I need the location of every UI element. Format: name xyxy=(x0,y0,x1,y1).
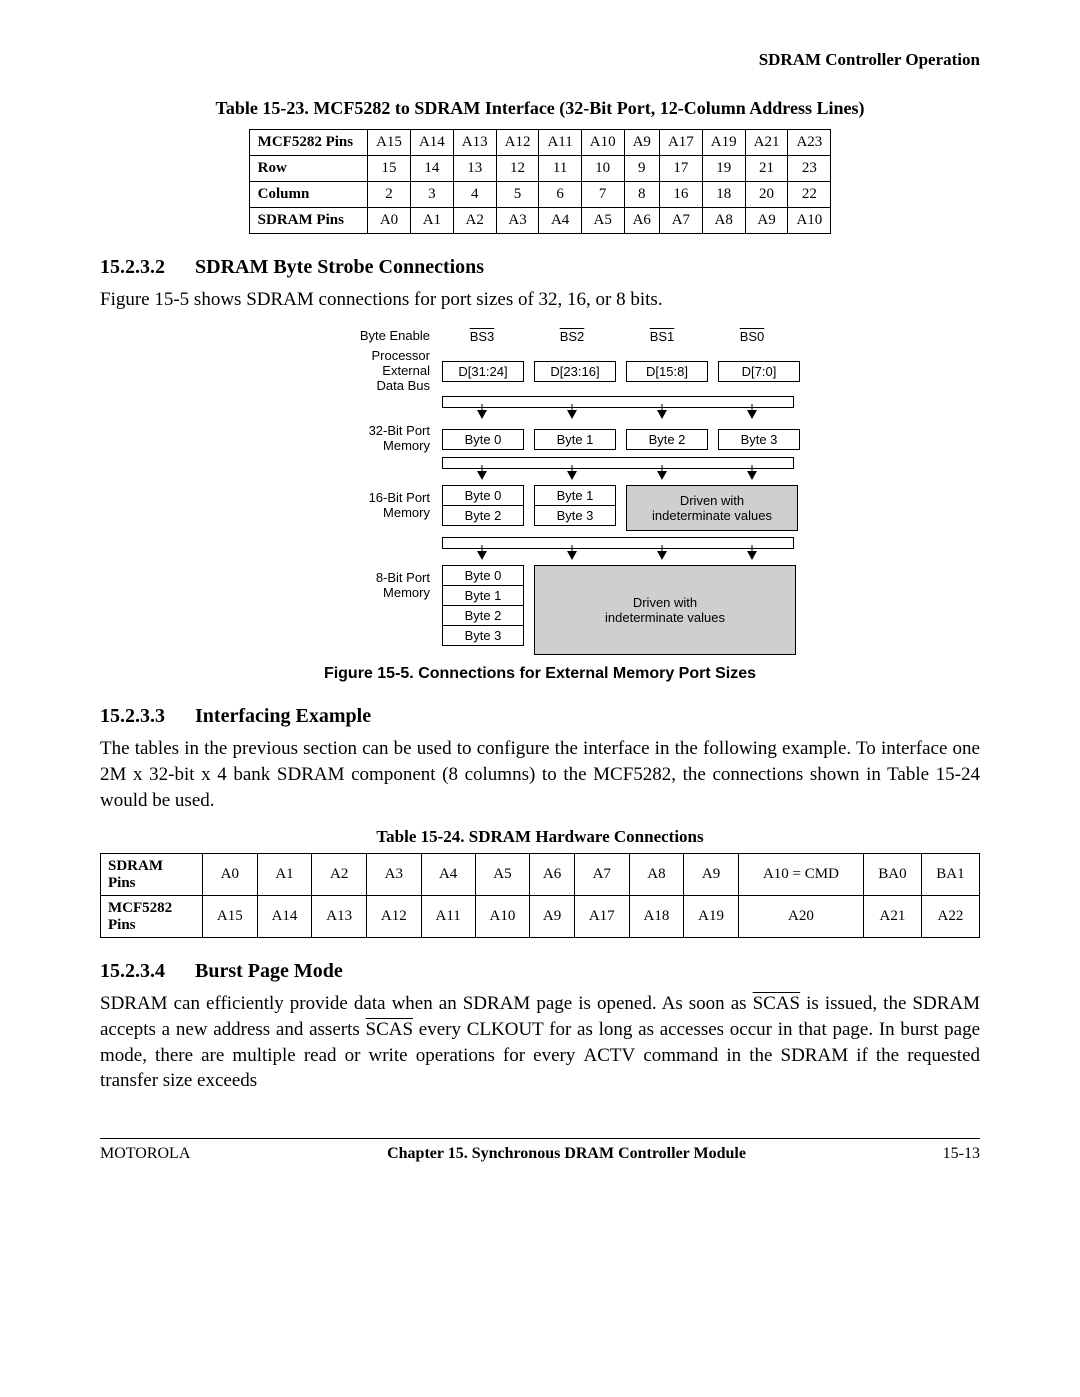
connector-bar xyxy=(442,396,794,408)
section-15-2-3-3-heading: 15.2.3.3 Interfacing Example xyxy=(100,705,980,728)
byte-box: Byte 2 xyxy=(626,429,708,450)
section-15-2-3-2-heading: 15.2.3.2 SDRAM Byte Strobe Connections xyxy=(100,256,980,279)
arrow-row xyxy=(442,551,820,565)
down-arrow-icon xyxy=(622,410,702,424)
data-bus-label: Processor External Data Bus xyxy=(260,349,442,394)
bs1-label: BS1 xyxy=(622,327,702,346)
table-row: MCF5282 Pins A15 A14 A13 A12 A11 A10 A9 … xyxy=(101,896,980,938)
down-arrow-icon xyxy=(712,551,792,565)
byte-box: Byte 2 xyxy=(442,506,524,526)
table-row: SDRAM Pins A0 A1 A2 A3 A4 A5 A6 A7 A8 A9… xyxy=(249,208,831,234)
arrow-row xyxy=(442,410,820,424)
footer-right: 15-13 xyxy=(943,1145,980,1163)
actv-command: ACTV xyxy=(583,1045,635,1066)
bs3-label: BS3 xyxy=(442,327,522,346)
section-15-2-3-4-heading: 15.2.3.4 Burst Page Mode xyxy=(100,960,980,983)
byte-box: Byte 0 xyxy=(442,485,524,506)
bs2-label: BS2 xyxy=(532,327,612,346)
byte-box: Byte 1 xyxy=(534,429,616,450)
connector-bar xyxy=(442,537,794,549)
byte-box: Byte 3 xyxy=(534,506,616,526)
port8-label: 8-Bit Port Memory xyxy=(260,565,442,601)
byte-box: Byte 2 xyxy=(442,606,524,626)
down-arrow-icon xyxy=(712,471,792,485)
down-arrow-icon xyxy=(442,471,522,485)
byte-box: Byte 3 xyxy=(442,626,524,646)
connector-bar xyxy=(442,457,794,469)
down-arrow-icon xyxy=(442,551,522,565)
table-row: Column 2 3 4 5 6 7 8 16 18 20 22 xyxy=(249,182,831,208)
section-title: SDRAM Byte Strobe Connections xyxy=(195,256,484,278)
data-bus-box: D[15:8] xyxy=(626,361,708,382)
table-24: SDRAM Pins A0 A1 A2 A3 A4 A5 A6 A7 A8 A9… xyxy=(100,853,980,938)
table-23: MCF5282 Pins A15 A14 A13 A12 A11 A10 A9 … xyxy=(249,129,832,234)
port16-label: 16-Bit Port Memory xyxy=(260,485,442,521)
down-arrow-icon xyxy=(622,551,702,565)
footer-left: MOTOROLA xyxy=(100,1145,190,1163)
byte-box: Byte 0 xyxy=(442,565,524,586)
down-arrow-icon xyxy=(712,410,792,424)
table-row: MCF5282 Pins A15 A14 A13 A12 A11 A10 A9 … xyxy=(249,130,831,156)
scas-signal: SCAS xyxy=(753,993,801,1014)
scas-signal: SCAS xyxy=(366,1019,414,1040)
section-number: 15.2.3.2 xyxy=(100,256,190,279)
table-24-title: Table 15-24. SDRAM Hardware Connections xyxy=(100,827,980,847)
figure-15-5-caption: Figure 15-5. Connections for External Me… xyxy=(100,665,980,683)
data-bus-box: D[31:24] xyxy=(442,361,524,382)
byte-enable-label: Byte Enable xyxy=(260,329,442,344)
indeterminate-note: Driven with indeterminate values xyxy=(626,485,798,531)
footer-center: Chapter 15. Synchronous DRAM Controller … xyxy=(387,1145,746,1163)
down-arrow-icon xyxy=(532,410,612,424)
section-3-para: The tables in the previous section can b… xyxy=(100,736,980,813)
down-arrow-icon xyxy=(532,551,612,565)
section-title: Interfacing Example xyxy=(195,705,371,727)
bs0-label: BS0 xyxy=(712,327,792,346)
page-header: SDRAM Controller Operation xyxy=(100,50,980,70)
table-row: Row 15 14 13 12 11 10 9 17 19 21 23 xyxy=(249,156,831,182)
byte-box: Byte 1 xyxy=(534,485,616,506)
byte-box: Byte 3 xyxy=(718,429,800,450)
page-footer: MOTOROLA Chapter 15. Synchronous DRAM Co… xyxy=(100,1138,980,1163)
figure-15-5: Byte Enable BS3 BS2 BS1 BS0 Processor Ex… xyxy=(260,327,820,656)
down-arrow-icon xyxy=(532,471,612,485)
section-title: Burst Page Mode xyxy=(195,960,343,982)
arrow-row xyxy=(442,471,820,485)
indeterminate-note: Driven with indeterminate values xyxy=(534,565,796,655)
data-bus-box: D[23:16] xyxy=(534,361,616,382)
section-number: 15.2.3.4 xyxy=(100,960,190,983)
data-bus-box: D[7:0] xyxy=(718,361,800,382)
section-2-para: Figure 15-5 shows SDRAM connections for … xyxy=(100,287,980,313)
row-label: MCF5282 Pins xyxy=(249,130,367,156)
section-number: 15.2.3.3 xyxy=(100,705,190,728)
section-4-para: SDRAM can efficiently provide data when … xyxy=(100,991,980,1094)
byte-box: Byte 0 xyxy=(442,429,524,450)
port32-label: 32-Bit Port Memory xyxy=(260,424,442,454)
down-arrow-icon xyxy=(622,471,702,485)
down-arrow-icon xyxy=(442,410,522,424)
byte-box: Byte 1 xyxy=(442,586,524,606)
table-23-title: Table 15-23. MCF5282 to SDRAM Interface … xyxy=(100,98,980,119)
table-row: SDRAM Pins A0 A1 A2 A3 A4 A5 A6 A7 A8 A9… xyxy=(101,854,980,896)
